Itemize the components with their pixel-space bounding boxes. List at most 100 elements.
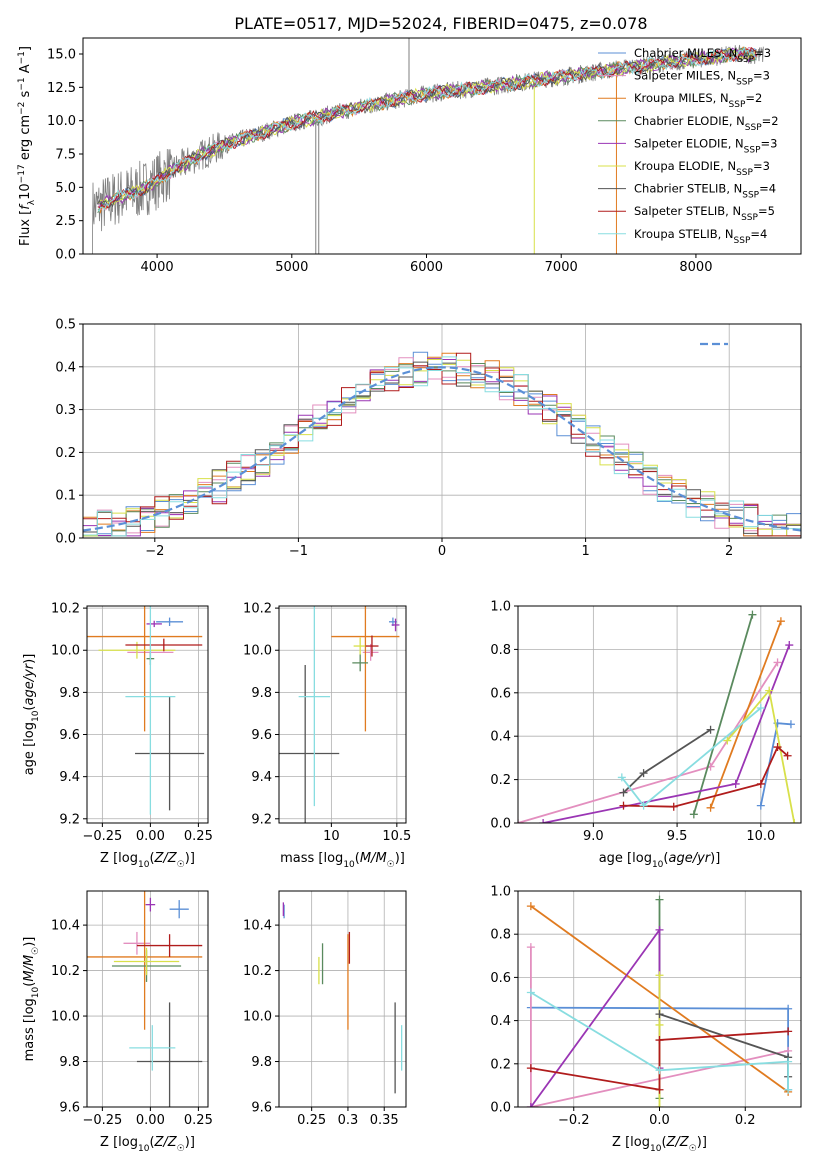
y-tick-label: 9.6 <box>251 728 272 743</box>
weight-point-marker <box>748 610 757 619</box>
x-tick-label: 9.0 <box>583 829 604 844</box>
weight-point-marker <box>773 658 782 667</box>
y-tick-label: 10.2 <box>243 602 272 617</box>
weight-point-marker <box>689 810 698 819</box>
weight-line <box>530 947 789 1107</box>
legend-entry: Salpeter MILES, NSSP=3 <box>634 69 770 88</box>
weight-point-marker <box>655 1020 664 1029</box>
x-tick-label: 0.25 <box>297 1113 326 1128</box>
figure-title: PLATE=0517, MJD=52024, FIBERID=0475, z=0… <box>234 14 647 33</box>
legend-entry: Chabrier ELODIE, NSSP=2 <box>634 114 779 133</box>
legend-entry: Salpeter STELIB, NSSP=5 <box>634 204 775 223</box>
y-tick-label: 9.6 <box>251 1101 272 1116</box>
y-tick-label: 9.2 <box>59 812 80 827</box>
x-tick-label: 5000 <box>275 260 308 275</box>
weight-point-marker <box>756 703 765 712</box>
x-tick-label: −0.2 <box>558 1113 590 1128</box>
x-axis-label: age [log10(age/yr)] <box>599 851 721 870</box>
age-vs-metallicity-panel: −0.25 0.00 0.25 9.2 9.4 9.6 9.8 10.0 10.2 Z [log1… <box>22 602 213 870</box>
weight-point-marker <box>655 1010 664 1019</box>
y-tick-label: 10.2 <box>51 964 80 979</box>
x-tick-label: 10.0 <box>746 829 775 844</box>
y-tick-label: 0.8 <box>490 928 511 943</box>
weight-point-marker <box>669 802 678 811</box>
legend-entry: Kroupa STELIB, NSSP=4 <box>634 227 767 246</box>
axes-frame <box>278 605 407 824</box>
y-tick-label: 9.4 <box>59 770 80 785</box>
x-axis-label: Z [log10(Z/Z☉)] <box>100 1135 195 1154</box>
weight-point-marker <box>655 1036 664 1045</box>
x-tick-label: 6000 <box>410 260 443 275</box>
weight-point-marker <box>790 819 799 823</box>
weight-line <box>518 661 779 823</box>
weight-point-marker <box>617 773 626 782</box>
y-tick-label: 5.0 <box>55 181 76 196</box>
x-tick-label: 0.25 <box>184 1113 213 1128</box>
weight-point-marker <box>784 1085 793 1094</box>
x-tick-label: 0.00 <box>136 1113 165 1128</box>
y-tick-label: 0.0 <box>490 817 511 832</box>
x-tick-label: −0.25 <box>82 829 122 844</box>
weight-point-marker <box>619 801 628 810</box>
y-tick-label: 12.5 <box>47 81 76 96</box>
y-tick-label: 0.4 <box>55 360 76 375</box>
y-tick-label: 10.0 <box>243 1010 272 1025</box>
mass-vs-metallicity-panel: −0.25 0.00 0.25 9.6 9.8 10.0 10.2 10.4 Z [log10(… <box>22 890 213 1154</box>
y-tick-label: 9.8 <box>251 686 272 701</box>
y-tick-label: 10.2 <box>51 602 80 617</box>
normal-curve-line <box>83 366 801 532</box>
spectrum-panel: 4000 5000 6000 7000 8000 0.0 2.5 5.0 7.5 10.0 12.5… <box>17 37 802 275</box>
x-tick-label: 10 <box>323 829 340 844</box>
weight-point-marker <box>655 971 664 980</box>
y-tick-label: 1.0 <box>490 885 511 900</box>
weight-line <box>621 707 762 807</box>
y-tick-label: 0.4 <box>490 1014 511 1029</box>
weight-point-marker <box>783 751 792 760</box>
weight-point-marker <box>655 895 664 904</box>
weight-point-marker <box>786 720 795 729</box>
errorbar-group <box>282 902 403 1094</box>
weight-line <box>530 1030 789 1091</box>
weight-point-marker <box>526 943 535 952</box>
axes-frame <box>278 890 407 1108</box>
weight-point-marker <box>784 1027 793 1036</box>
axes-frame <box>517 605 802 824</box>
x-tick-label: 4000 <box>141 260 174 275</box>
x-tick-label: 8000 <box>679 260 712 275</box>
x-tick-label: 0.2 <box>735 1113 756 1128</box>
weight-line <box>759 722 792 806</box>
y-tick-label: 0.3 <box>55 403 76 418</box>
weight-line <box>542 644 791 823</box>
x-tick-label: 0.25 <box>184 829 213 844</box>
weight-point-marker <box>773 743 782 752</box>
y-tick-label: 0.2 <box>490 1057 511 1072</box>
weight-point-marker <box>776 617 785 626</box>
weight-lines <box>526 895 793 1107</box>
weight-point-marker <box>655 1066 664 1075</box>
legend-entry: Kroupa ELODIE, NSSP=3 <box>634 159 770 178</box>
x-tick-label: 0.35 <box>370 1113 399 1128</box>
y-tick-label: 7.5 <box>55 148 76 163</box>
y-tick-label: 0.2 <box>490 773 511 788</box>
y-tick-label: 0.8 <box>490 643 511 658</box>
weight-point-marker <box>756 779 765 788</box>
weight-point-marker <box>526 902 535 911</box>
x-tick-label: 0 <box>438 544 446 559</box>
x-tick-label: −1 <box>289 544 308 559</box>
y-tick-label: 0.6 <box>490 971 511 986</box>
y-tick-label: 0.1 <box>55 489 76 504</box>
errorbar-group <box>279 606 400 823</box>
residual-histogram-panel: −2 −1 0 1 2 0.0 0.1 0.2 0.3 0.4 0.5 <box>55 318 802 559</box>
weight-line <box>530 991 789 1090</box>
legend-entry: Chabrier MILES, NSSP=3 <box>634 46 771 65</box>
x-axis-label: Z [log10(Z/Z☉)] <box>612 1135 707 1154</box>
weight-lines <box>518 610 799 823</box>
x-tick-label: −0.25 <box>82 1113 122 1128</box>
axes-frame <box>82 323 802 539</box>
y-axis-label: age [log10(age/yr)] <box>22 654 41 776</box>
y-tick-label: 10.0 <box>243 644 272 659</box>
weight-point-marker <box>784 1057 793 1066</box>
y-tick-label: 0.4 <box>490 730 511 745</box>
y-axis-label: mass [log10(M/M☉)] <box>22 937 41 1062</box>
mass-vs-ebv-panel: 0.25 0.3 0.35 9.6 9.8 10.0 10.2 10.4 <box>243 890 407 1128</box>
